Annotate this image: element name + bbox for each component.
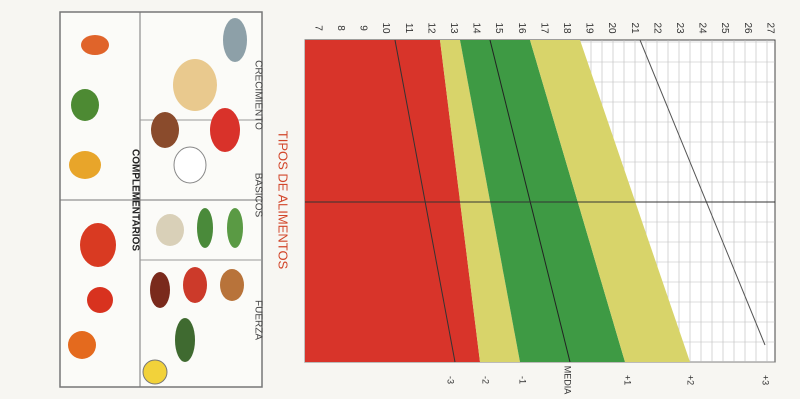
top-tick-label: 16	[516, 22, 527, 34]
top-tick-label: 20	[606, 22, 617, 34]
top-tick-label: 19	[584, 22, 595, 34]
top-tick-label: 13	[448, 22, 459, 34]
top-tick-label: 9	[358, 25, 369, 31]
carrot	[81, 35, 109, 55]
section-label: COMPLEMENTARIOS	[129, 149, 140, 251]
peas	[227, 208, 243, 248]
food	[143, 360, 167, 384]
egg	[174, 147, 206, 183]
tomato	[87, 287, 113, 313]
meat	[183, 267, 207, 303]
section-label: CRECIMIENTO	[252, 60, 263, 130]
top-tick-label: 12	[425, 22, 436, 34]
top-tick-label: 14	[471, 22, 482, 34]
top-tick-label: 18	[561, 22, 572, 34]
orange	[68, 331, 96, 359]
top-tick-label: 25	[719, 22, 730, 34]
bread	[151, 112, 179, 148]
zscore-label: +2	[686, 375, 696, 385]
meat	[210, 108, 240, 152]
food	[220, 269, 244, 301]
top-tick-label: 17	[538, 22, 549, 34]
zscore-label: -3	[446, 376, 456, 384]
beans	[156, 214, 184, 246]
top-tick-label: 7	[312, 25, 323, 31]
squash	[69, 151, 101, 179]
top-tick-label: 8	[335, 25, 346, 31]
top-tick-label: 27	[764, 22, 775, 34]
peas	[197, 208, 213, 248]
top-tick-label: 22	[651, 22, 662, 34]
liver	[150, 272, 170, 308]
top-tick-label: 24	[697, 22, 708, 34]
top-tick-label: 26	[742, 22, 753, 34]
top-tick-label: 15	[493, 22, 504, 34]
zscore-label: -2	[481, 376, 491, 384]
fish	[223, 18, 247, 62]
zscore-label: MEDIA	[563, 366, 573, 395]
vegetable	[175, 318, 195, 362]
vegetable	[71, 89, 99, 121]
zscore-label: +1	[623, 375, 633, 385]
top-tick-label: 11	[403, 23, 414, 34]
zscore-label: +3	[761, 375, 771, 385]
tomato	[80, 223, 116, 267]
top-tick-label: 23	[674, 22, 685, 34]
top-tick-label: 21	[629, 22, 640, 34]
section-label: BASICOS	[252, 173, 263, 218]
page: TIPOS DE ALIMENTOS CRECIMIENTO BASICOS F…	[0, 0, 800, 399]
section-label: FUERZA	[252, 300, 263, 340]
zscore-label: -1	[518, 376, 528, 384]
food	[173, 59, 217, 111]
top-tick-label: 10	[380, 22, 391, 34]
panel-title: TIPOS DE ALIMENTOS	[276, 131, 291, 270]
